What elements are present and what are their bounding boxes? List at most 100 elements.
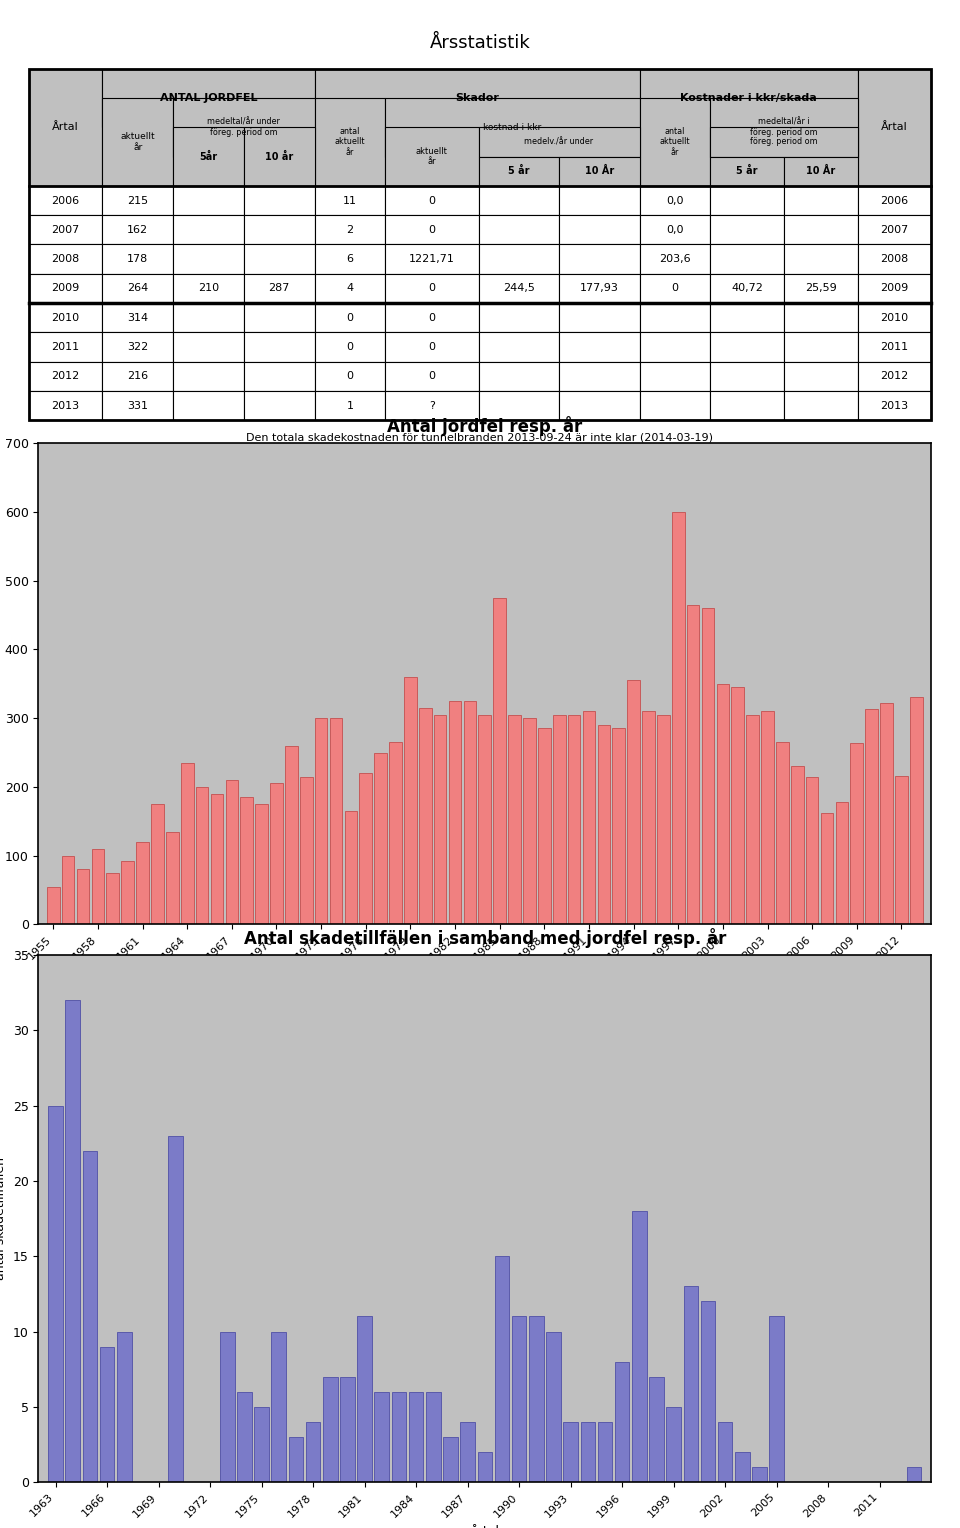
Bar xyxy=(315,186,385,215)
Bar xyxy=(103,362,173,391)
Bar xyxy=(83,1151,97,1482)
Text: 0: 0 xyxy=(428,283,436,293)
Bar xyxy=(895,776,908,924)
Bar xyxy=(710,244,784,274)
Bar xyxy=(559,391,639,420)
Bar xyxy=(103,274,173,303)
Bar xyxy=(821,813,833,924)
Bar xyxy=(389,743,402,924)
Title: Antal skadetillfällen i samband med jordfel resp. år: Antal skadetillfällen i samband med jord… xyxy=(244,927,726,947)
Text: 0: 0 xyxy=(428,313,436,322)
Bar xyxy=(559,303,639,333)
Bar xyxy=(244,362,315,391)
Bar xyxy=(639,69,857,127)
Text: 2006: 2006 xyxy=(52,196,80,206)
Bar xyxy=(173,98,315,156)
Text: Årsstatistik: Årsstatistik xyxy=(430,34,530,52)
Bar xyxy=(478,274,559,303)
Bar xyxy=(210,795,224,924)
Bar xyxy=(29,215,103,244)
Text: Den totala skadekostnaden för tunnelbranden 2013-09-24 är inte klar (2014-03-19): Den totala skadekostnaden för tunnelbran… xyxy=(247,432,713,443)
Text: 0: 0 xyxy=(347,342,353,351)
Bar xyxy=(272,1331,286,1482)
Bar xyxy=(103,303,173,333)
X-axis label: årtal: årtal xyxy=(470,1525,499,1528)
Text: 1221,71: 1221,71 xyxy=(409,254,455,264)
Bar xyxy=(244,333,315,362)
Bar xyxy=(857,362,931,391)
Text: Skador: Skador xyxy=(455,93,499,102)
Bar xyxy=(385,333,478,362)
Bar xyxy=(385,303,478,333)
Bar xyxy=(478,715,492,924)
Bar xyxy=(666,1407,681,1482)
Bar xyxy=(478,303,559,333)
Text: ANTAL JORDFEL: ANTAL JORDFEL xyxy=(159,93,257,102)
Bar xyxy=(632,1212,647,1482)
Bar xyxy=(244,127,315,186)
Y-axis label: antal skadetillfällen: antal skadetillfällen xyxy=(0,1157,8,1280)
Bar xyxy=(103,391,173,420)
Bar xyxy=(448,701,462,924)
Bar xyxy=(29,391,103,420)
Text: 5 år: 5 år xyxy=(508,167,530,176)
Bar xyxy=(784,215,857,244)
Bar xyxy=(385,186,478,215)
Bar xyxy=(805,776,819,924)
Bar xyxy=(857,274,931,303)
Bar xyxy=(315,303,385,333)
Text: 0: 0 xyxy=(428,371,436,382)
Bar xyxy=(784,186,857,215)
Bar xyxy=(529,1317,543,1482)
Bar xyxy=(173,186,244,215)
Bar xyxy=(173,303,244,333)
Bar xyxy=(29,69,103,186)
Text: antal
aktuellt
år: antal aktuellt år xyxy=(660,127,690,157)
Text: 244,5: 244,5 xyxy=(503,283,535,293)
Bar xyxy=(121,862,134,924)
Bar xyxy=(710,391,784,420)
Bar xyxy=(702,608,714,924)
Text: 264: 264 xyxy=(127,283,149,293)
Bar xyxy=(48,1106,62,1482)
Bar xyxy=(173,274,244,303)
Bar xyxy=(385,362,478,391)
Bar xyxy=(639,244,710,274)
Text: 0: 0 xyxy=(347,313,353,322)
Bar xyxy=(385,244,478,274)
Bar xyxy=(865,709,878,924)
Bar xyxy=(289,1436,303,1482)
Bar xyxy=(784,333,857,362)
Bar xyxy=(718,1423,732,1482)
Bar xyxy=(478,244,559,274)
Text: föreg. period om: föreg. period om xyxy=(750,138,818,147)
Bar xyxy=(77,869,89,924)
Bar xyxy=(791,767,804,924)
Text: 314: 314 xyxy=(128,313,149,322)
Text: 177,93: 177,93 xyxy=(580,283,619,293)
Bar xyxy=(612,729,625,924)
Bar xyxy=(359,773,372,924)
Bar xyxy=(107,872,119,924)
Bar xyxy=(29,303,103,333)
Bar xyxy=(784,244,857,274)
Bar xyxy=(657,715,670,924)
Bar xyxy=(639,303,710,333)
Bar xyxy=(173,391,244,420)
Text: 10 År: 10 År xyxy=(806,167,835,176)
Bar xyxy=(244,215,315,244)
Bar xyxy=(710,333,784,362)
Bar xyxy=(851,743,863,924)
Bar xyxy=(478,215,559,244)
Bar xyxy=(180,762,194,924)
Bar xyxy=(857,303,931,333)
Bar xyxy=(857,186,931,215)
Bar xyxy=(567,715,581,924)
Text: 2011: 2011 xyxy=(52,342,80,351)
Text: Årtal: Årtal xyxy=(52,122,79,133)
Bar xyxy=(769,1317,784,1482)
Text: 210: 210 xyxy=(198,283,219,293)
Bar xyxy=(315,215,385,244)
Bar xyxy=(559,215,639,244)
Bar xyxy=(29,274,103,303)
